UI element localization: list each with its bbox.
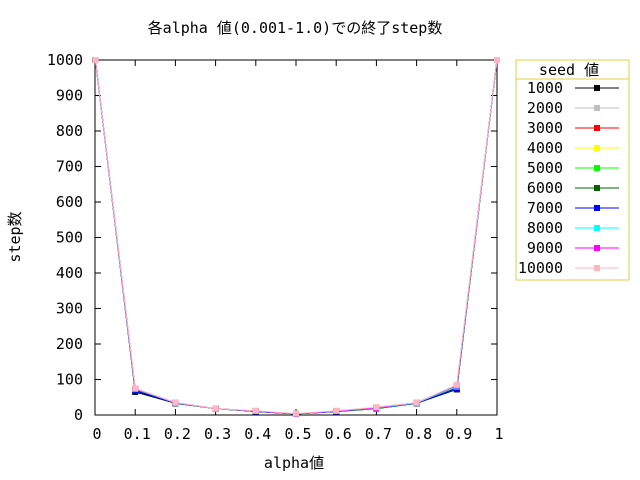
series-line — [94, 59, 498, 415]
y-tick-label: 200 — [56, 335, 83, 353]
data-point — [252, 407, 259, 414]
series-line — [94, 59, 498, 415]
series-line — [94, 59, 498, 415]
series-10000 — [92, 57, 500, 417]
x-tick-label: 0.5 — [284, 425, 311, 443]
legend-swatch-marker — [594, 245, 600, 251]
data-point — [172, 399, 179, 406]
data-point — [453, 381, 460, 388]
legend-label: 1000 — [527, 79, 563, 97]
series-line — [94, 59, 498, 415]
data-point — [132, 385, 139, 392]
series-line — [94, 59, 498, 415]
series-line — [94, 59, 498, 415]
legend-items: 1000 2000 3000 4000 5000 6000 7000 8000 9000 1000… — [518, 79, 619, 277]
legend-label: 9000 — [527, 239, 563, 257]
legend-label: 6000 — [527, 179, 563, 197]
legend-swatch-marker — [594, 205, 600, 211]
legend-label: 2000 — [527, 99, 563, 117]
y-tick-label: 300 — [56, 300, 83, 318]
y-tick-label: 100 — [56, 371, 83, 389]
legend-label: 3000 — [527, 119, 563, 137]
series-2000 — [92, 57, 500, 417]
x-tick-label: 0.2 — [164, 425, 191, 443]
legend-swatch-marker — [594, 185, 600, 191]
y-tick-label: 0 — [74, 406, 83, 424]
legend-box — [515, 59, 630, 281]
x-tick-label: 0.6 — [325, 425, 352, 443]
legend-swatch-marker — [594, 145, 600, 151]
series-group — [92, 57, 500, 417]
x-tick-label: 0.3 — [204, 425, 231, 443]
legend-swatch-marker — [594, 225, 600, 231]
legend-swatch-marker — [594, 85, 600, 91]
data-point — [92, 57, 99, 63]
x-tick-label: 1 — [494, 425, 503, 443]
series-7000 — [92, 57, 500, 417]
legend-swatch-marker — [594, 165, 600, 171]
data-point — [293, 410, 299, 417]
axis-ticks — [94, 59, 498, 416]
y-axis-label: step数 — [6, 211, 24, 262]
x-tick-label: 0.4 — [244, 425, 271, 443]
x-tick-labels: 0 0.1 0.2 0.3 0.4 0.5 0.6 0.7 0.8 0.9 1 — [92, 425, 503, 443]
x-axis-label: alpha値 — [264, 454, 324, 472]
series-6000 — [92, 57, 500, 417]
y-tick-labels: 0 100 200 300 400 500 600 700 800 900 1000 — [47, 51, 83, 424]
y-tick-label: 500 — [56, 229, 83, 247]
legend-label: 10000 — [518, 259, 563, 277]
x-tick-label: 0.9 — [445, 425, 472, 443]
x-tick-label: 0 — [92, 425, 101, 443]
series-4000 — [92, 57, 500, 417]
x-tick-label: 0.7 — [365, 425, 392, 443]
y-tick-label: 1000 — [47, 51, 83, 69]
legend-item: 7000 — [527, 199, 619, 217]
legend-swatch-marker — [594, 125, 600, 131]
series-3000 — [92, 57, 500, 417]
x-tick-label: 0.8 — [405, 425, 432, 443]
x-tick-label: 0.1 — [124, 425, 151, 443]
series-1000 — [92, 57, 500, 417]
legend-item: 2000 — [527, 99, 619, 117]
legend-item: 10000 — [518, 259, 619, 277]
series-line — [94, 59, 498, 415]
legend-item: 9000 — [527, 239, 619, 257]
legend-item: 5000 — [527, 159, 619, 177]
data-point — [212, 405, 219, 412]
y-tick-label: 600 — [56, 193, 83, 211]
data-point — [413, 399, 420, 406]
legend-label: 4000 — [527, 139, 563, 157]
legend-item: 1000 — [527, 79, 619, 97]
legend-label: 5000 — [527, 159, 563, 177]
legend: seed 値 1000 2000 3000 4000 5000 6000 7000 8000 9… — [515, 59, 630, 281]
y-tick-label: 700 — [56, 158, 83, 176]
plot-frame — [94, 59, 498, 416]
data-point — [494, 57, 500, 63]
legend-title: seed 値 — [539, 61, 599, 79]
series-8000 — [92, 57, 500, 417]
legend-label: 7000 — [527, 199, 563, 217]
chart-title: 各alpha 値(0.001-1.0)での終了step数 — [148, 19, 443, 37]
series-5000 — [92, 57, 500, 417]
legend-item: 6000 — [527, 179, 619, 197]
y-tick-label: 900 — [56, 87, 83, 105]
series-line — [94, 59, 498, 415]
legend-item: 8000 — [527, 219, 619, 237]
legend-swatch-marker — [594, 105, 600, 111]
y-tick-label: 800 — [56, 122, 83, 140]
y-tick-label: 400 — [56, 264, 83, 282]
series-line — [94, 59, 498, 415]
data-point — [333, 407, 340, 414]
legend-item: 3000 — [527, 119, 619, 137]
legend-swatch-marker — [594, 265, 600, 271]
series-line — [94, 59, 498, 415]
series-9000 — [92, 57, 500, 417]
data-point — [373, 404, 380, 411]
legend-label: 8000 — [527, 219, 563, 237]
legend-item: 4000 — [527, 139, 619, 157]
